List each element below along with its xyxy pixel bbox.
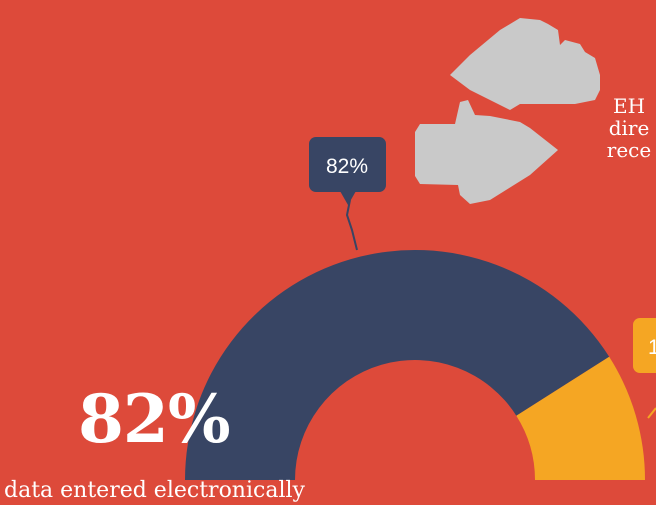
arrow-left-icon: [450, 18, 600, 110]
callout-pointer: [340, 191, 356, 205]
side-text: EH dire rece: [594, 95, 656, 161]
side-text-line: EH: [612, 94, 646, 118]
callout-leader-line: [345, 199, 358, 251]
slice-label-orange: 1: [648, 336, 656, 359]
chart-callouts: 82% 1: [309, 137, 656, 419]
slice-label-navy: 82%: [326, 155, 368, 178]
callout-leader-line: [647, 407, 656, 419]
donut-slice-2: [516, 356, 645, 480]
callout-box: [309, 137, 386, 192]
callout-box: [633, 318, 656, 373]
headline-caption: data entered electronically: [4, 478, 305, 503]
side-text-line: dire: [608, 116, 650, 140]
donut-chart: [185, 249, 645, 480]
exchange-arrows: [415, 18, 600, 204]
side-text-line: rece: [606, 138, 652, 162]
headline-percentage: 82%: [78, 380, 231, 458]
arrow-right-icon: [415, 100, 558, 204]
donut-slice-1: [185, 249, 610, 480]
